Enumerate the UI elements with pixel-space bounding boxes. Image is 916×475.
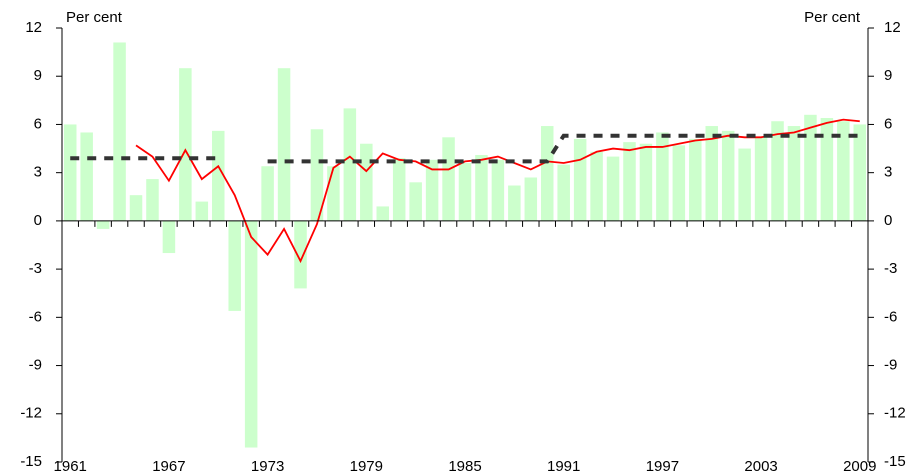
bar bbox=[475, 154, 488, 221]
bar bbox=[392, 158, 406, 221]
bar bbox=[491, 159, 505, 221]
y-tick-label: -9 bbox=[29, 357, 42, 374]
bar bbox=[310, 129, 324, 221]
bar bbox=[113, 42, 126, 221]
bar bbox=[524, 177, 538, 221]
bar bbox=[639, 143, 653, 221]
bar bbox=[63, 124, 77, 221]
bar bbox=[129, 195, 143, 221]
bar bbox=[179, 68, 192, 221]
y-tick-label: 3 bbox=[34, 164, 42, 181]
y-tick-label: 12 bbox=[25, 19, 42, 36]
bar bbox=[557, 164, 570, 221]
y2-tick-label: -15 bbox=[884, 453, 906, 470]
y2-tick-label: 3 bbox=[884, 164, 892, 181]
bar bbox=[623, 142, 636, 221]
y2-tick-label: 0 bbox=[884, 212, 892, 229]
y-tick-label: -6 bbox=[29, 308, 42, 325]
y-axis-label: Per cent bbox=[66, 9, 123, 26]
x-tick-label: 1991 bbox=[547, 458, 580, 475]
bar bbox=[294, 220, 307, 289]
y2-tick-label: -3 bbox=[884, 260, 897, 277]
bar bbox=[837, 121, 850, 221]
y2-tick-label: -6 bbox=[884, 308, 897, 325]
bar bbox=[277, 68, 291, 221]
bar bbox=[376, 206, 390, 221]
bar bbox=[96, 220, 110, 229]
x-tick-label: 2009 bbox=[843, 458, 876, 475]
x-tick-label: 1967 bbox=[152, 458, 185, 475]
bar bbox=[146, 179, 159, 221]
bar bbox=[787, 126, 801, 221]
bar bbox=[425, 159, 439, 221]
bar bbox=[853, 124, 867, 221]
bar bbox=[738, 148, 751, 221]
y2-axis-label: Per cent bbox=[804, 9, 861, 26]
x-tick-label: 2003 bbox=[744, 458, 777, 475]
bar bbox=[804, 114, 817, 221]
bar bbox=[606, 156, 620, 221]
y2-tick-label: 6 bbox=[884, 115, 892, 132]
bar bbox=[705, 126, 718, 221]
y-tick-label: -3 bbox=[29, 260, 42, 277]
bar bbox=[442, 137, 455, 221]
bar bbox=[754, 137, 768, 221]
x-tick-label: 1979 bbox=[350, 458, 383, 475]
x-tick-label: 1985 bbox=[448, 458, 481, 475]
y2-tick-label: -12 bbox=[884, 405, 906, 422]
bar bbox=[508, 185, 521, 221]
y-tick-label: 0 bbox=[34, 212, 42, 229]
bar bbox=[261, 166, 274, 221]
bar bbox=[540, 126, 554, 221]
bar bbox=[360, 143, 373, 221]
y-tick-label: -15 bbox=[20, 453, 42, 470]
bar bbox=[195, 201, 209, 221]
bar bbox=[80, 132, 93, 221]
trend-line bbox=[135, 118, 860, 264]
y-tick-label: 9 bbox=[34, 67, 42, 84]
x-tick-label: 1973 bbox=[251, 458, 284, 475]
bar bbox=[721, 130, 735, 221]
y2-tick-label: -9 bbox=[884, 357, 897, 374]
bar bbox=[244, 220, 258, 448]
average-line bbox=[70, 133, 860, 164]
bar bbox=[573, 138, 587, 221]
bar bbox=[672, 145, 686, 221]
bar bbox=[228, 220, 241, 311]
bar bbox=[343, 108, 357, 221]
bar bbox=[327, 166, 340, 221]
bar bbox=[458, 163, 472, 221]
x-tick-label: 1997 bbox=[646, 458, 679, 475]
bar bbox=[212, 130, 225, 221]
bar bbox=[162, 220, 176, 254]
y-tick-label: 6 bbox=[34, 115, 42, 132]
y2-tick-label: 12 bbox=[884, 19, 901, 36]
bar bbox=[689, 138, 702, 221]
bar bbox=[590, 151, 603, 221]
y2-tick-label: 9 bbox=[884, 67, 892, 84]
bar bbox=[820, 118, 834, 221]
y-tick-label: -12 bbox=[20, 405, 42, 422]
x-tick-label: 1961 bbox=[54, 458, 87, 475]
bar bbox=[656, 132, 669, 221]
bar bbox=[771, 121, 784, 221]
bar bbox=[409, 182, 422, 221]
